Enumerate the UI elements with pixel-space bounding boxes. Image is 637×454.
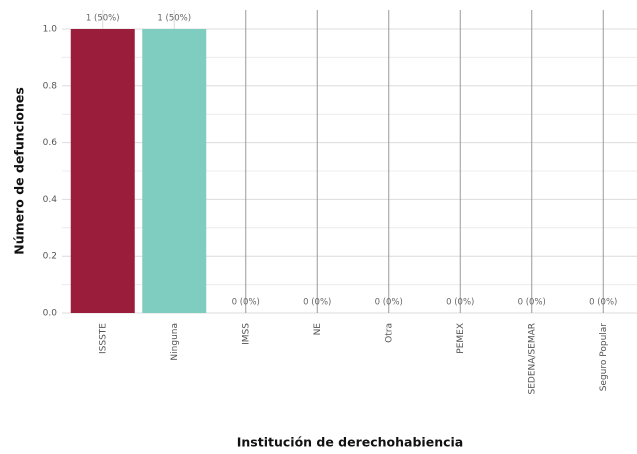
y-tick-label: 0.0: [43, 309, 58, 319]
x-tick-label: Otra: [384, 323, 394, 343]
y-axis-title: Número de defunciones: [12, 87, 27, 255]
y-tick-label: 0.6: [43, 138, 58, 148]
y-tick-label: 0.8: [43, 81, 58, 91]
value-label: 1 (50%): [86, 14, 120, 24]
value-label: 0 (0%): [303, 298, 331, 308]
bar: [70, 29, 135, 313]
value-label: 0 (0%): [446, 298, 474, 308]
x-tick-label: ISSSTE: [98, 323, 108, 354]
value-label: 0 (0%): [232, 298, 260, 308]
y-tick-label: 0.2: [43, 252, 57, 262]
x-tick-label: Ninguna: [170, 323, 180, 361]
x-tick-label: PEMEX: [456, 323, 466, 354]
value-label: 0 (0%): [518, 298, 546, 308]
bar: [142, 29, 207, 313]
x-tick-label: NE: [313, 323, 323, 336]
value-label: 1 (50%): [157, 14, 191, 24]
x-axis-title: Institución de derechohabiencia: [237, 435, 463, 450]
value-label: 0 (0%): [589, 298, 617, 308]
x-tick-label: Seguro Popular: [599, 323, 609, 392]
x-tick-label: SEDENA/SEMAR: [527, 323, 537, 395]
value-label: 0 (0%): [375, 298, 403, 308]
y-tick-label: 0.4: [43, 195, 58, 205]
y-tick-label: 1.0: [43, 25, 58, 35]
x-tick-label: IMSS: [241, 323, 251, 345]
